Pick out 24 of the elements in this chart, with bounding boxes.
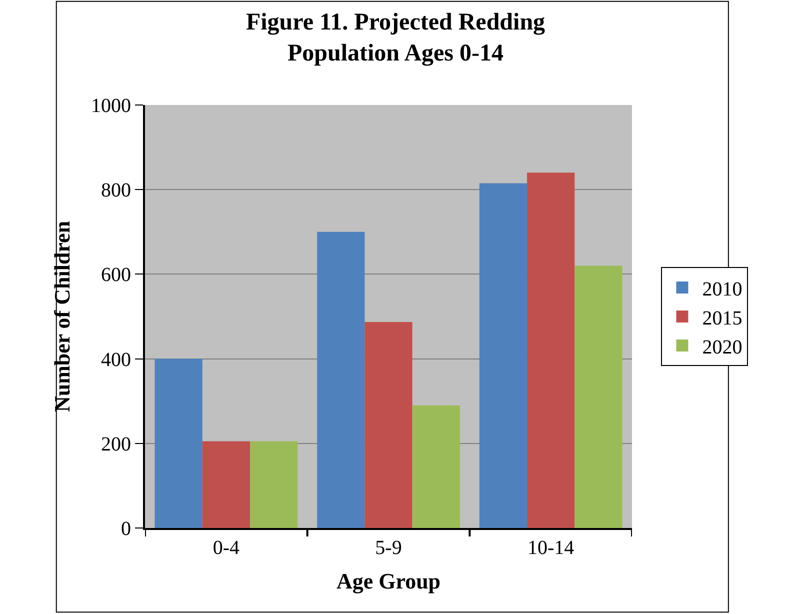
bar — [202, 441, 250, 528]
legend-label: 2010 — [702, 278, 742, 300]
bar — [317, 232, 365, 528]
y-tick-label: 0 — [121, 518, 131, 540]
legend-label: 2015 — [702, 307, 742, 330]
chart-title: Figure 11. Projected Redding Population Ages 0-14 — [246, 9, 546, 67]
legend-label: 2020 — [702, 336, 742, 358]
x-tick-label: 0-4 — [212, 537, 240, 559]
y-tick-label: 400 — [101, 348, 131, 371]
bar — [574, 266, 622, 528]
y-tick-label: 1000 — [91, 95, 131, 117]
y-axis-title: Number of Children — [49, 220, 74, 412]
y-tick-label: 800 — [101, 180, 131, 202]
x-axis-title: Age Group — [336, 568, 441, 594]
bar — [364, 322, 412, 528]
bar — [250, 441, 298, 528]
bar — [154, 358, 202, 528]
x-tick-label: 5-9 — [375, 537, 402, 559]
bar — [412, 405, 460, 528]
y-tick-label: 200 — [101, 433, 131, 456]
y-tick-label: 600 — [101, 264, 131, 286]
x-tick-label: 10-14 — [527, 537, 574, 559]
bar — [527, 172, 575, 528]
bar — [479, 183, 528, 528]
